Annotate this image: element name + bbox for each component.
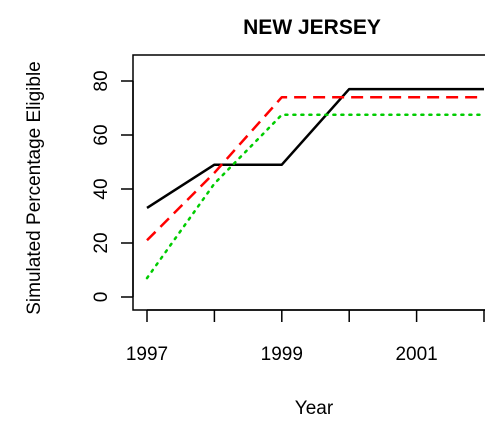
y-axis-label: Simulated Percentage Eligible bbox=[24, 61, 45, 315]
series-line-3 bbox=[145, 113, 485, 280]
series-line-1 bbox=[146, 87, 484, 209]
y-tick-label: 60 bbox=[91, 124, 112, 145]
y-tick-label: 80 bbox=[91, 70, 112, 91]
y-axis: 0 20 40 60 80 bbox=[91, 70, 134, 303]
chart-title: NEW JERSEY bbox=[243, 16, 381, 39]
y-tick-label: 40 bbox=[91, 178, 112, 199]
x-tick-label: 1999 bbox=[261, 344, 303, 365]
series-line-2 bbox=[146, 95, 484, 242]
x-tick-label: 2001 bbox=[395, 344, 437, 365]
y-tick-label: 0 bbox=[91, 292, 112, 303]
x-axis: 1997 1999 2001 bbox=[126, 309, 485, 365]
x-tick-label: 1997 bbox=[126, 344, 168, 365]
y-tick-label: 20 bbox=[91, 232, 112, 253]
x-axis-label: Year bbox=[295, 398, 334, 419]
plot-clip-group bbox=[145, 87, 485, 280]
